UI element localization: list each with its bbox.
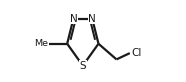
Text: S: S [79,61,86,71]
Text: Me: Me [34,39,48,48]
Text: N: N [70,14,77,24]
Text: N: N [88,14,96,24]
Text: Cl: Cl [131,48,142,58]
